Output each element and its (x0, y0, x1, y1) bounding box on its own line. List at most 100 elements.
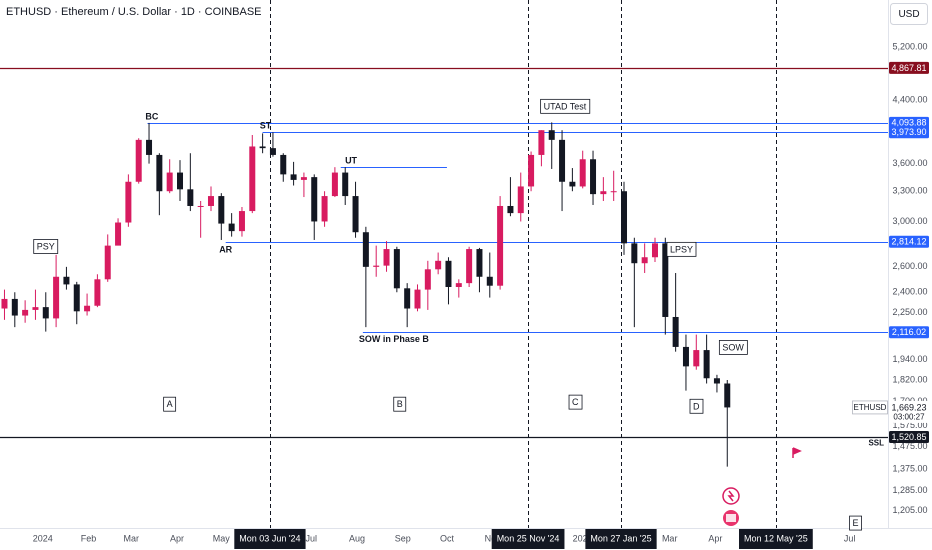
annotation-box (163, 396, 177, 412)
candle-body (22, 309, 29, 316)
candle-body (53, 276, 60, 319)
vline-date-bg (234, 529, 306, 549)
currency-button-label[interactable]: USD (898, 9, 919, 20)
annotation-box (540, 98, 591, 114)
annotation-label: BC (145, 111, 158, 121)
annotation-label: SOW in Phase B (359, 334, 430, 344)
x-tick-label: Apr (170, 533, 184, 543)
annotation-label: UTAD Test (544, 101, 587, 111)
levels: SSL (0, 67, 888, 448)
x-tick-label: Mar (124, 533, 140, 543)
candle-body (249, 146, 256, 212)
y-tick-label: 1,375.00 (892, 463, 927, 473)
candle-body (207, 196, 214, 206)
vlines (270, 0, 777, 528)
candle-body (445, 260, 452, 288)
y-tick-label: 3,000.00 (892, 216, 927, 226)
candle-body (631, 243, 638, 264)
y-tick-label: 1,285.00 (892, 485, 927, 495)
annotation-label: A (167, 399, 173, 409)
candle-body (538, 130, 545, 155)
annotation-label: C (572, 397, 579, 407)
candle-body (321, 196, 328, 222)
countdown-label: 03:00:27 (893, 413, 925, 422)
annotation-box (849, 515, 862, 531)
candle-body (11, 298, 18, 316)
candle-body (672, 316, 679, 347)
candle-body (414, 289, 421, 309)
candle-body (703, 350, 710, 379)
current-price-bg (889, 400, 929, 423)
level-tag: SSL (868, 439, 884, 448)
x-tick-label: 2024 (33, 533, 53, 543)
candle-body (187, 189, 194, 206)
annotation-box (33, 239, 59, 254)
candles (1, 122, 731, 467)
candle-body (383, 249, 390, 266)
candle-body (517, 186, 524, 214)
candle-body (63, 276, 70, 285)
candle-body (311, 177, 318, 222)
annotation-box (689, 398, 704, 414)
candle-body (238, 211, 245, 232)
annotation-label: E (853, 518, 859, 528)
annotation-label: PSY (37, 241, 55, 251)
candle-body (435, 260, 442, 270)
level-label: 3,973.90 (891, 127, 926, 137)
candle-body (528, 154, 535, 187)
candle-body (269, 148, 276, 155)
candle-body (455, 283, 462, 288)
candle-body (507, 205, 514, 214)
annotation-label: LPSY (670, 244, 693, 254)
x-tick-label: Jul (305, 533, 317, 543)
y-tick-label: 5,200.00 (892, 41, 927, 51)
y-tick-label: 2,250.00 (892, 307, 927, 317)
candle-body (342, 172, 349, 197)
level-label: 2,116.02 (892, 327, 926, 337)
candle-body (73, 284, 80, 312)
candle-body (548, 130, 555, 140)
candle-body (600, 191, 607, 195)
candle-body (497, 205, 504, 286)
annotation-label: UT (345, 155, 357, 165)
currency-button[interactable] (890, 3, 928, 25)
x-tick-label: Feb (81, 533, 97, 543)
chart-title: ETHUSD · Ethereum / U.S. Dollar · 1D · C… (6, 6, 262, 18)
x-tick-label: Apr (708, 533, 722, 543)
event-icon-glyph (727, 490, 735, 502)
vline-date-bg (739, 529, 813, 549)
annotation-label: SOW (722, 342, 744, 352)
x-tick-label: Oct (440, 533, 455, 543)
annotation-box (718, 340, 748, 355)
symbol-tag: ETHUSD (854, 403, 887, 412)
candle-body (115, 222, 122, 246)
candle-body (32, 307, 39, 310)
candle-body (693, 350, 700, 367)
candle-body (486, 276, 493, 286)
vline-date-label: Mon 03 Jun '24 (239, 533, 300, 543)
candle-body (404, 288, 411, 309)
candle-body (662, 243, 669, 317)
candle-body (197, 205, 204, 207)
current-price-label: 1,669.23 (891, 402, 926, 412)
candle-body (125, 181, 132, 223)
y-tick-label: 1,820.00 (892, 374, 927, 384)
level-label-bg (889, 116, 929, 129)
candle-body (104, 245, 111, 280)
candle-body (569, 181, 576, 187)
candle-body (651, 243, 658, 258)
candle-body (621, 191, 628, 244)
candle-body (259, 146, 266, 149)
vline-date-bg (491, 529, 565, 549)
y-tick-label: 3,300.00 (892, 186, 927, 196)
candle-body (466, 249, 473, 284)
annotation-box (393, 396, 407, 412)
candle-body (280, 154, 287, 175)
candle-body (218, 196, 225, 224)
annotation-label: AR (219, 244, 232, 254)
axis-labels: 4,867.81 4,093.883,973.90 2,814.12 2,116.02… (234, 61, 929, 549)
candle-body (559, 139, 566, 182)
